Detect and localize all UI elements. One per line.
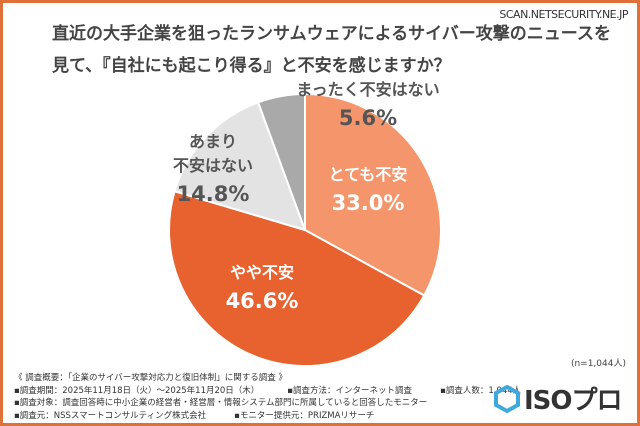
slice-label: あまり bbox=[189, 132, 237, 151]
hexagon-icon bbox=[494, 384, 520, 413]
note-count: ▪調査人数：1,044人 bbox=[440, 385, 522, 396]
chart-title: 直近の大手企業を狙ったランサムウェアによるサイバー攻撃のニュースを 見て、『自社… bbox=[52, 18, 611, 82]
title-line-1: 直近の大手企業を狙ったランサムウェアによるサイバー攻撃のニュースを bbox=[52, 24, 611, 44]
note-summary: 《 調査概要：「企業のサイバー攻撃対応力と復旧体制」に関する調査 》 bbox=[14, 373, 287, 383]
slice-value-label: 33.0% bbox=[332, 191, 405, 215]
site-watermark: SCAN.NETSECURITY.NE.JP bbox=[499, 8, 628, 21]
note-org: ▪調査元：NSSスマートコンサルティング株式会社 bbox=[14, 410, 207, 421]
note-period: ▪調査期間：2025年11月18日（火）～2025年11月20日（木） bbox=[14, 385, 260, 396]
title-line-2: 見て、『自社にも起こり得る』と不安を感じますか？ bbox=[52, 56, 451, 76]
sample-size: (n=1,044人) bbox=[570, 359, 626, 369]
pie-slice bbox=[168, 189, 426, 367]
pie-slice bbox=[256, 92, 306, 231]
slice-value-label: 5.6% bbox=[339, 106, 397, 130]
logo-text: ISOプロ bbox=[524, 386, 623, 416]
slice-value-label: 46.6% bbox=[226, 289, 299, 313]
survey-notes: 《 調査概要：「企業のサイバー攻撃対応力と復旧体制」に関する調査 》 ▪調査期間… bbox=[14, 372, 549, 422]
slice-label: 不安はない bbox=[173, 156, 253, 175]
pie-slice bbox=[304, 92, 442, 297]
note-target: ▪調査対象：調査回答時に中小企業の経営者・経営層・情報システム部門に所属している… bbox=[14, 398, 428, 408]
note-monitor: ▪モニター提供元：PRIZMAリサーチ bbox=[234, 410, 375, 421]
slice-value-label: 14.8% bbox=[177, 182, 250, 206]
slice-label: やや不安 bbox=[230, 263, 294, 282]
note-method: ▪調査方法：インターネット調査 bbox=[287, 385, 413, 396]
slice-label: まったく不安はない bbox=[296, 80, 439, 99]
slice-label: とても不安 bbox=[329, 165, 408, 184]
pie-slice bbox=[173, 101, 307, 232]
iso-pro-logo: ISOプロ bbox=[494, 380, 623, 417]
